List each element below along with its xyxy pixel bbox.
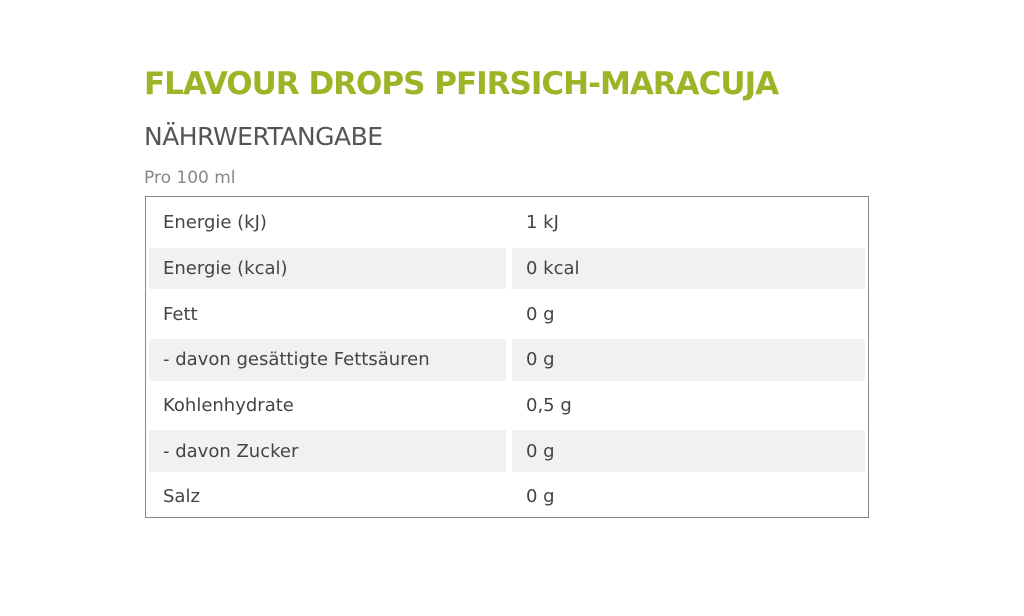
nutrient-label: - davon Zucker (149, 430, 506, 473)
table-row: Kohlenhydrate 0,5 g (149, 383, 865, 429)
nutrient-label: - davon gesättigte Fettsäuren (149, 339, 506, 381)
table-row: Energie (kJ) 1 kJ (149, 200, 865, 246)
table-row: Fett 0 g (149, 291, 865, 337)
nutrient-value: 0 kcal (512, 247, 865, 290)
section-heading: NÄHRWERTANGABE (144, 122, 383, 151)
serving-basis: Pro 100 ml (144, 168, 236, 188)
table-row: Energie (kcal) 0 kcal (149, 246, 865, 292)
nutrient-label: Energie (kJ) (163, 212, 267, 234)
nutrient-label: Salz (163, 486, 200, 508)
nutrient-value: 0 g (512, 430, 865, 473)
table-row: - davon gesättigte Fettsäuren 0 g (149, 337, 865, 383)
nutrient-value: 1 kJ (526, 212, 559, 234)
nutrient-value: 0 g (526, 303, 555, 325)
nutrition-table: Energie (kJ) 1 kJ Energie (kcal) 0 kcal Fe… (145, 196, 869, 518)
nutrient-value: 0 g (526, 486, 555, 508)
nutrient-value: 0,5 g (526, 395, 572, 417)
nutrient-value: 0 g (512, 339, 865, 381)
nutrient-label: Kohlenhydrate (163, 395, 294, 417)
table-row: Salz 0 g (149, 474, 865, 520)
nutrient-label: Energie (kcal) (149, 247, 506, 290)
table-row: - davon Zucker 0 g (149, 428, 865, 474)
product-title: FLAVOUR DROPS PFIRSICH-MARACUJA (144, 66, 779, 102)
nutrient-label: Fett (163, 303, 198, 325)
